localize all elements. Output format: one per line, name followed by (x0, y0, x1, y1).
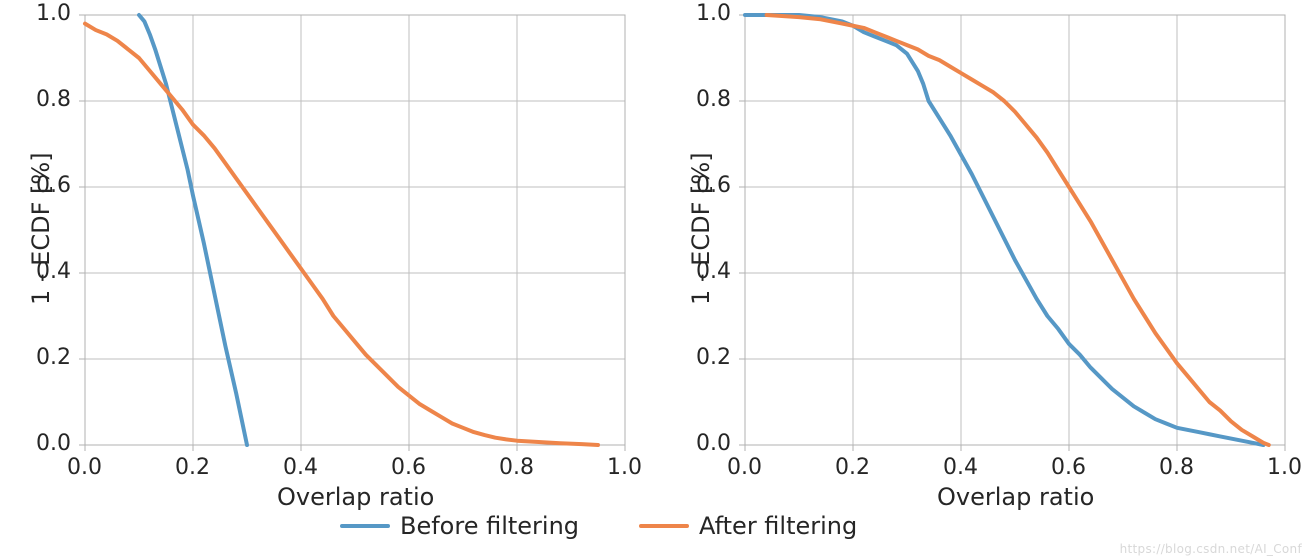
y-tick-label: 0.8 (36, 87, 71, 112)
y-tick-label: 0.8 (696, 87, 731, 112)
plot-svg-left (75, 11, 675, 491)
legend-item: After filtering (639, 512, 857, 540)
x-tick-label: 0.0 (67, 455, 102, 480)
x-tick-label: 0.8 (1159, 455, 1194, 480)
y-tick-label: 0.0 (36, 431, 71, 456)
legend-item: Before filtering (340, 512, 579, 540)
x-tick-label: 0.2 (175, 455, 210, 480)
x-tick-label: 1.0 (607, 455, 642, 480)
legend-swatch-icon (340, 524, 390, 528)
x-tick-label: 0.6 (391, 455, 426, 480)
series-after (767, 15, 1269, 445)
x-tick-label: 0.4 (943, 455, 978, 480)
chart-panel-right: 1 - ECDF [%] Overlap ratio 0.00.20.40.60… (745, 15, 1285, 445)
y-tick-label: 0.6 (36, 173, 71, 198)
plot-svg-right (735, 11, 1308, 491)
y-tick-label: 1.0 (696, 1, 731, 26)
series-after (85, 24, 598, 445)
legend-label: Before filtering (400, 512, 579, 540)
y-tick-label: 0.4 (36, 259, 71, 284)
figure: 1 - ECDF [%] Overlap ratio 0.00.20.40.60… (0, 0, 1308, 560)
y-tick-label: 1.0 (36, 1, 71, 26)
x-tick-label: 0.2 (835, 455, 870, 480)
series-before (745, 15, 1263, 445)
chart-panel-left: 1 - ECDF [%] Overlap ratio 0.00.20.40.60… (85, 15, 625, 445)
y-tick-label: 0.2 (696, 345, 731, 370)
legend-swatch-icon (639, 524, 689, 528)
y-tick-label: 0.4 (696, 259, 731, 284)
x-tick-label: 0.6 (1051, 455, 1086, 480)
y-tick-label: 0.6 (696, 173, 731, 198)
legend-label: After filtering (699, 512, 857, 540)
legend: Before filtering After filtering (340, 512, 857, 540)
y-tick-label: 0.2 (36, 345, 71, 370)
watermark-text: https://blog.csdn.net/AI_Conf (1120, 542, 1302, 556)
x-tick-label: 0.8 (499, 455, 534, 480)
y-tick-label: 0.0 (696, 431, 731, 456)
x-tick-label: 1.0 (1267, 455, 1302, 480)
x-tick-label: 0.4 (283, 455, 318, 480)
x-axis-label: Overlap ratio (277, 483, 434, 511)
x-axis-label: Overlap ratio (937, 483, 1094, 511)
x-tick-label: 0.0 (727, 455, 762, 480)
